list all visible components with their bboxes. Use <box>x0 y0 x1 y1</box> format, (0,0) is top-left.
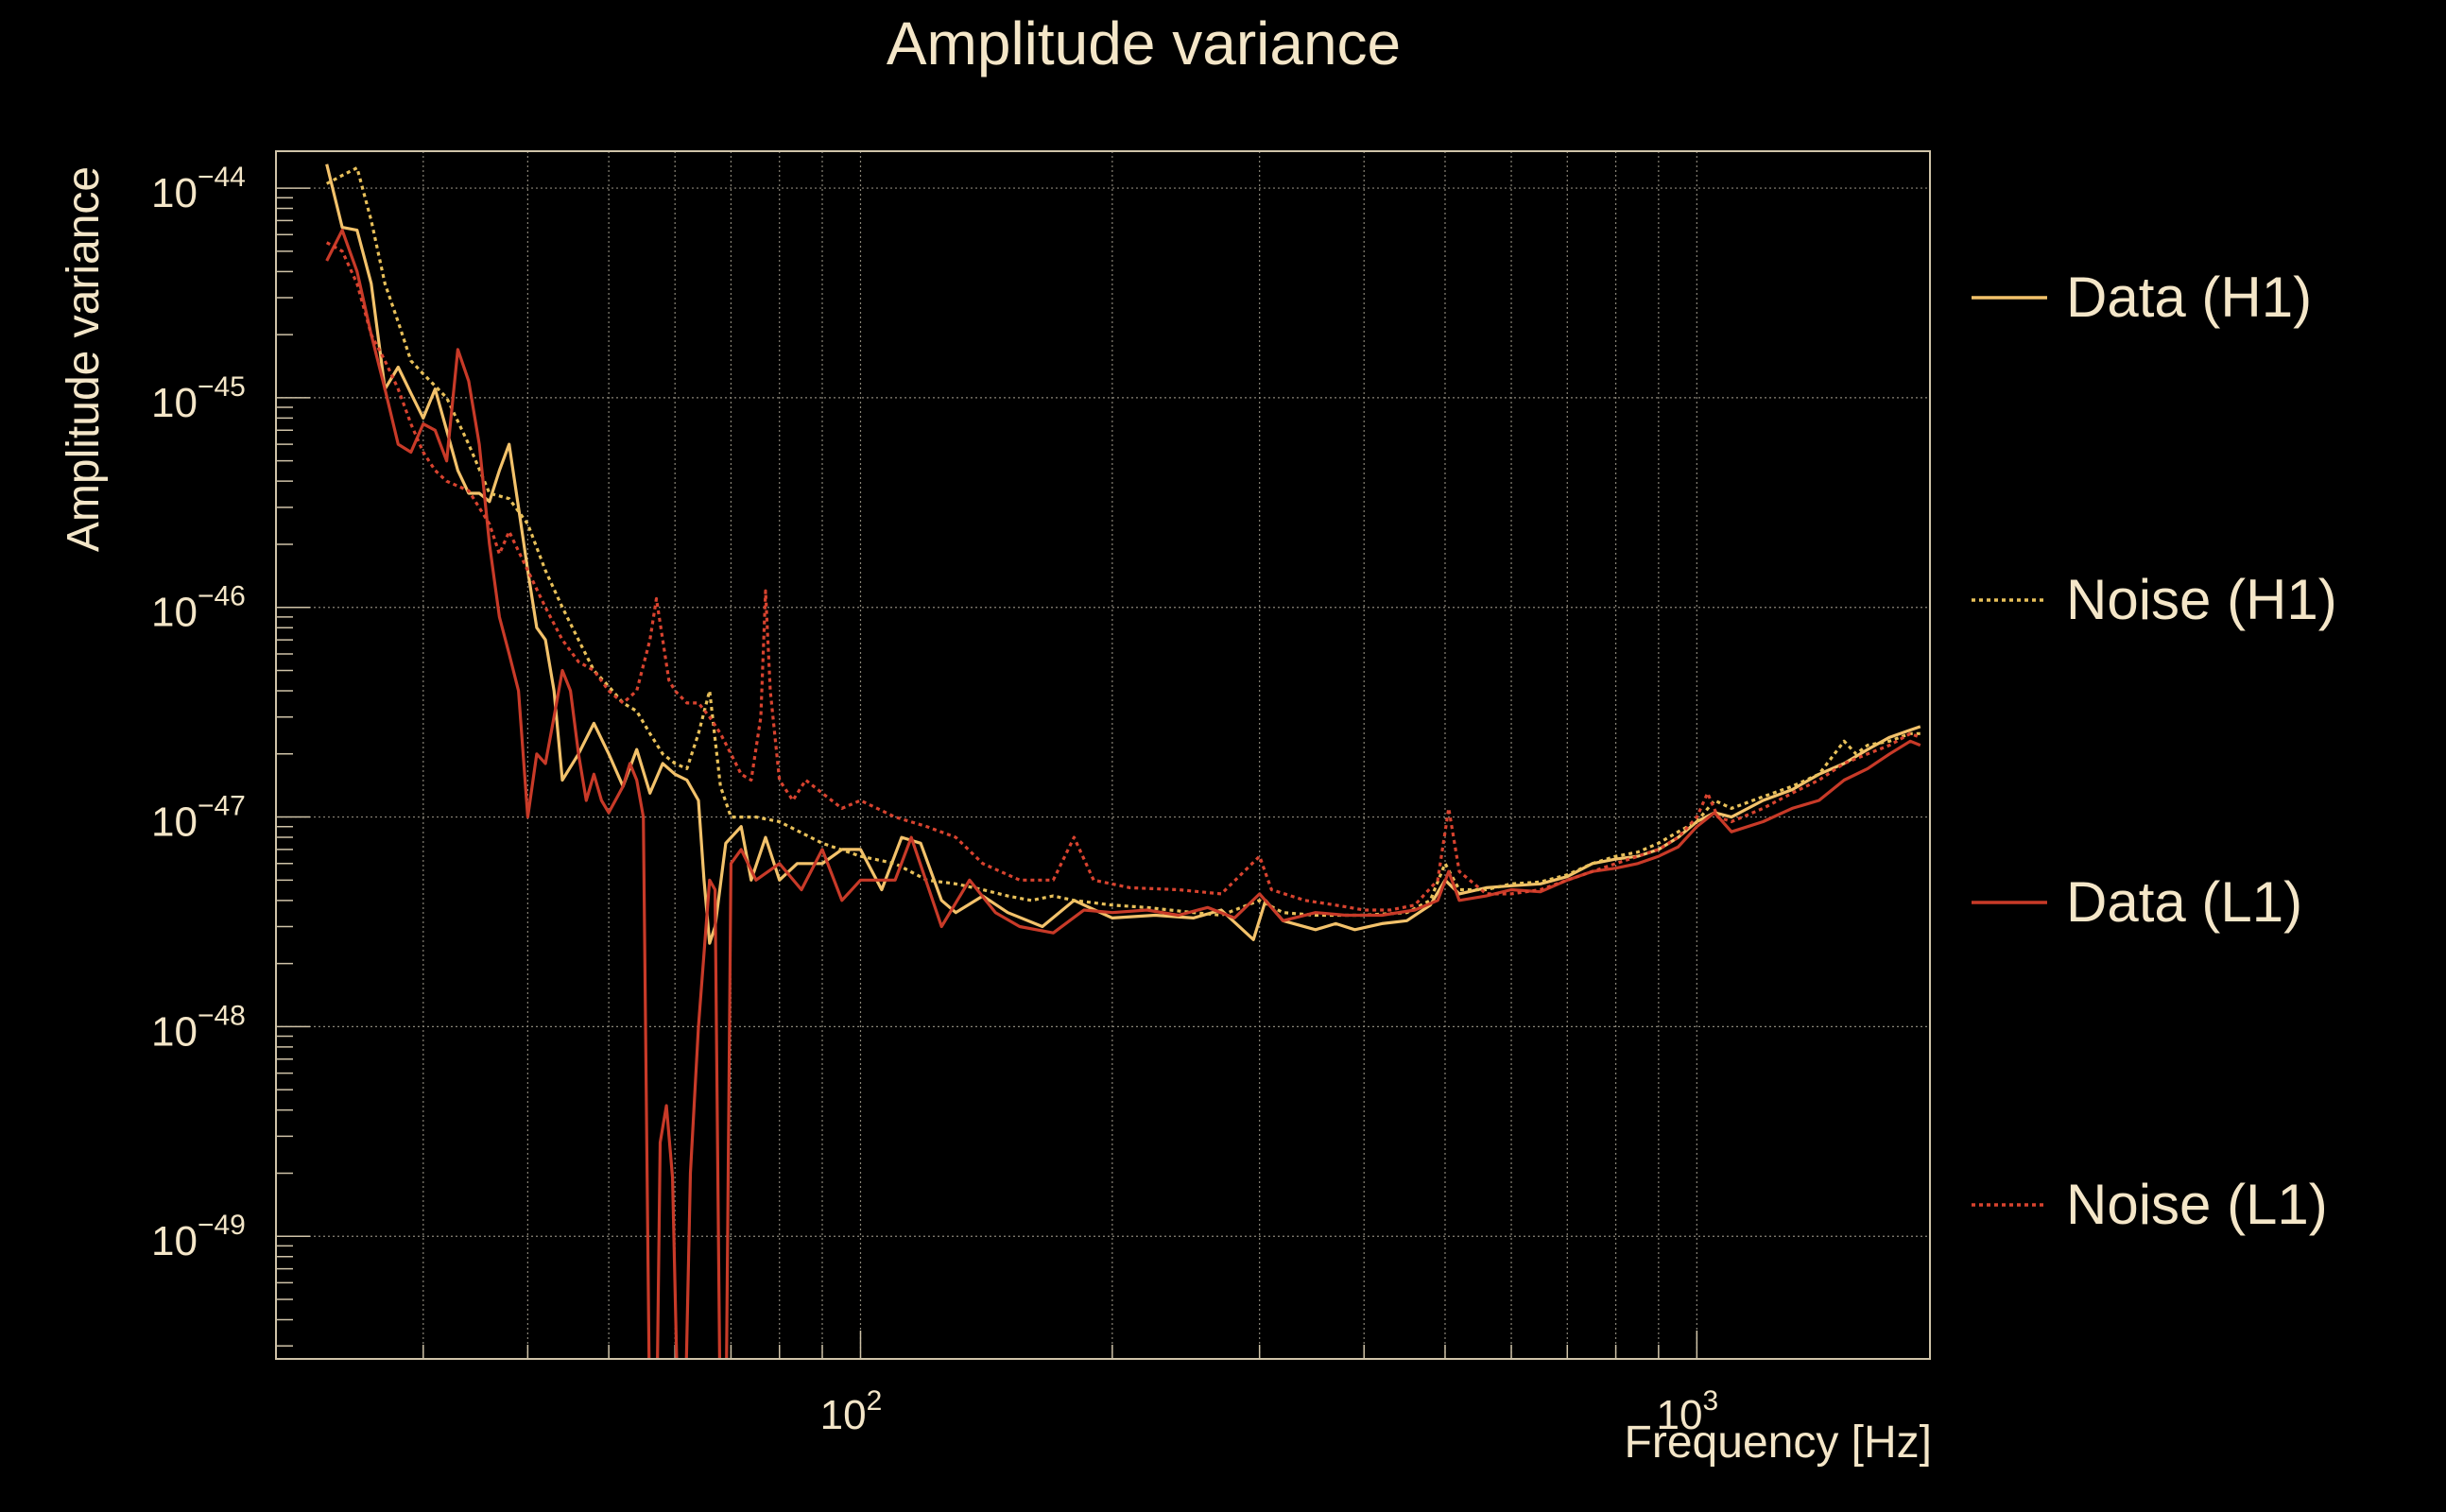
y-tick-label: 10−49 <box>151 1210 246 1264</box>
legend-label: Data (H1) <box>2066 266 2312 329</box>
y-tick-label: 10−48 <box>151 1000 246 1055</box>
y-tick-label: 10−47 <box>151 791 246 846</box>
plot-area <box>325 163 1921 1359</box>
tick-labels: 102 103 10−44 10−45 10−46 10−47 10−48 10−49 <box>151 162 1718 1438</box>
x-tick-label: 102 <box>820 1385 883 1438</box>
y-tick-label: 10−44 <box>151 162 246 216</box>
series-line-2 <box>325 166 1921 918</box>
x-axis-label: Frequency [Hz] <box>1625 1418 1932 1468</box>
legend: Data (H1) Noise (H1) Data (L1) Noise (L1) <box>1972 266 2337 1236</box>
y-axis-label: Amplitude variance <box>59 166 109 552</box>
legend-label: Data (L1) <box>2066 870 2302 934</box>
legend-label: Noise (L1) <box>2066 1173 2328 1236</box>
y-tick-label: 10−46 <box>151 581 246 636</box>
chart-title: Amplitude variance <box>887 9 1401 77</box>
x-tick-label: 103 <box>1657 1385 1719 1438</box>
plot-frame <box>275 150 1931 1360</box>
y-tick-label: 10−45 <box>151 371 246 426</box>
series-line-1 <box>325 163 1921 945</box>
legend-label: Noise (H1) <box>2066 568 2337 631</box>
grid <box>275 151 1930 1359</box>
